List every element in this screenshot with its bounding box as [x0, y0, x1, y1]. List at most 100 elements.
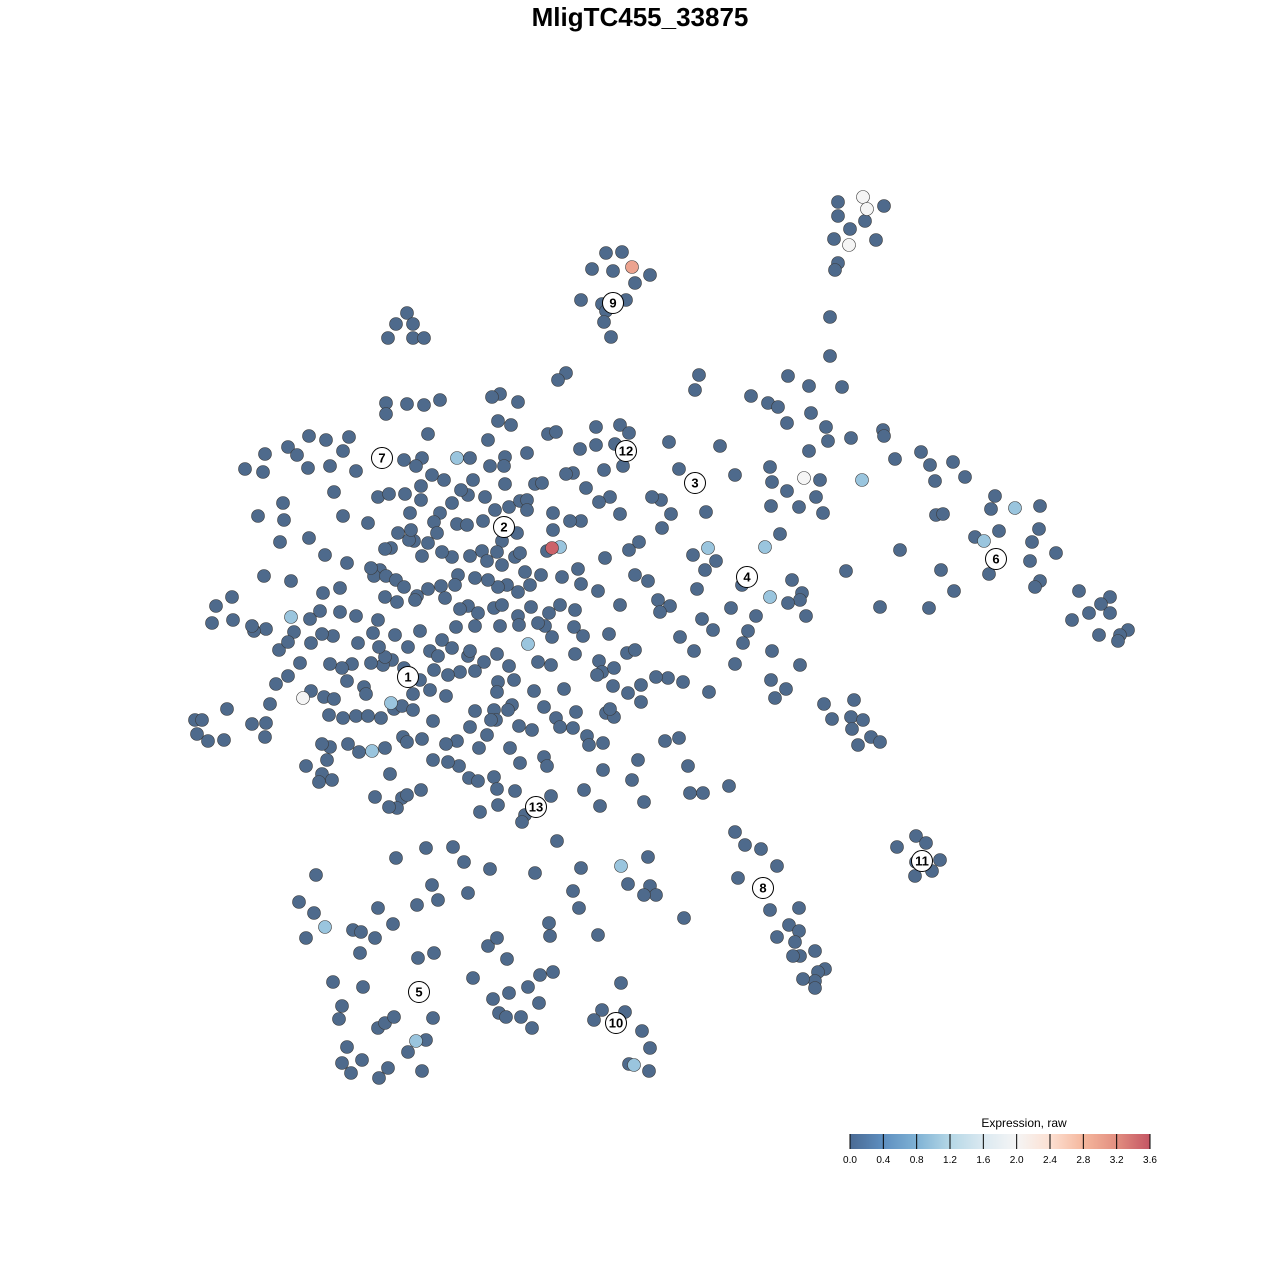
data-point	[813, 473, 827, 487]
data-point	[614, 976, 628, 990]
data-point	[361, 709, 375, 723]
data-point	[851, 738, 865, 752]
data-point	[531, 655, 545, 669]
legend-tick-label: 2.0	[1010, 1155, 1024, 1166]
data-point	[504, 418, 518, 432]
data-point	[528, 866, 542, 880]
data-point	[764, 499, 778, 513]
color-legend: Expression, raw 0.0 0.4 0.8 1.2 1.6 2.0 2.4 2.8…	[843, 1116, 1157, 1166]
data-point	[958, 470, 972, 484]
cluster-label-text: 6	[992, 552, 999, 567]
data-point	[596, 736, 610, 750]
data-point	[1025, 535, 1039, 549]
data-point	[383, 767, 397, 781]
data-point	[855, 473, 869, 487]
data-point	[490, 647, 504, 661]
data-point	[780, 416, 794, 430]
data-point	[763, 590, 777, 604]
data-point	[698, 563, 712, 577]
data-point	[695, 612, 709, 626]
cluster-label-circle	[684, 472, 706, 494]
data-point	[909, 829, 923, 843]
data-point	[406, 317, 420, 331]
legend-tick-label: 0.8	[910, 1155, 924, 1166]
data-point	[763, 903, 777, 917]
data-point	[662, 435, 676, 449]
data-point	[663, 599, 677, 613]
data-point	[520, 446, 534, 460]
data-point	[387, 1010, 401, 1024]
data-point	[382, 800, 396, 814]
data-point	[426, 714, 440, 728]
data-point	[816, 506, 830, 520]
data-point	[450, 451, 464, 465]
data-point	[508, 784, 522, 798]
data-point	[797, 471, 811, 485]
data-point	[567, 620, 581, 634]
data-point	[542, 606, 556, 620]
data-point	[425, 878, 439, 892]
data-point	[758, 540, 772, 554]
cluster-label: 5	[408, 981, 430, 1003]
data-point	[481, 433, 495, 447]
data-point	[589, 438, 603, 452]
data-point	[220, 702, 234, 716]
data-point	[1032, 522, 1046, 536]
cluster-label-circle	[397, 666, 419, 688]
cluster-label: 6	[985, 548, 1007, 570]
data-point	[400, 788, 414, 802]
data-point	[688, 383, 702, 397]
data-point	[768, 691, 782, 705]
data-point	[468, 704, 482, 718]
data-point	[309, 868, 323, 882]
data-point	[651, 593, 665, 607]
data-point	[845, 722, 859, 736]
cluster-label-circle	[408, 981, 430, 1003]
data-point	[574, 861, 588, 875]
data-point	[856, 713, 870, 727]
cluster-label-text: 2	[500, 520, 507, 535]
data-point	[1028, 580, 1042, 594]
data-point	[217, 733, 231, 747]
data-point	[277, 513, 291, 527]
data-point	[856, 190, 870, 204]
data-point	[788, 935, 802, 949]
data-point	[259, 716, 273, 730]
data-point	[386, 917, 400, 931]
data-point	[460, 518, 474, 532]
data-point	[566, 884, 580, 898]
data-point	[802, 379, 816, 393]
data-point	[537, 700, 551, 714]
data-point	[621, 686, 635, 700]
data-point	[327, 692, 341, 706]
cluster-label: 8	[752, 877, 774, 899]
data-point	[276, 496, 290, 510]
data-point	[323, 459, 337, 473]
legend-tick-label: 3.2	[1110, 1155, 1124, 1166]
data-point	[655, 521, 669, 535]
data-point	[780, 484, 794, 498]
data-point	[893, 543, 907, 557]
cluster-label: 13	[525, 796, 547, 818]
data-point	[368, 931, 382, 945]
data-point	[628, 568, 642, 582]
data-point	[313, 604, 327, 618]
data-point	[406, 703, 420, 717]
data-point	[819, 420, 833, 434]
data-point	[686, 548, 700, 562]
chart-title: MligTC455_33875	[531, 2, 749, 32]
data-point	[595, 1003, 609, 1017]
data-point	[792, 901, 806, 915]
data-point	[461, 886, 475, 900]
data-point	[641, 850, 655, 864]
data-point	[839, 564, 853, 578]
data-point	[621, 877, 635, 891]
data-point	[437, 473, 451, 487]
data-point	[448, 578, 462, 592]
data-point	[256, 465, 270, 479]
data-point	[374, 711, 388, 725]
data-point	[781, 369, 795, 383]
data-point	[542, 916, 556, 930]
data-point	[622, 543, 636, 557]
data-point	[1049, 546, 1063, 560]
